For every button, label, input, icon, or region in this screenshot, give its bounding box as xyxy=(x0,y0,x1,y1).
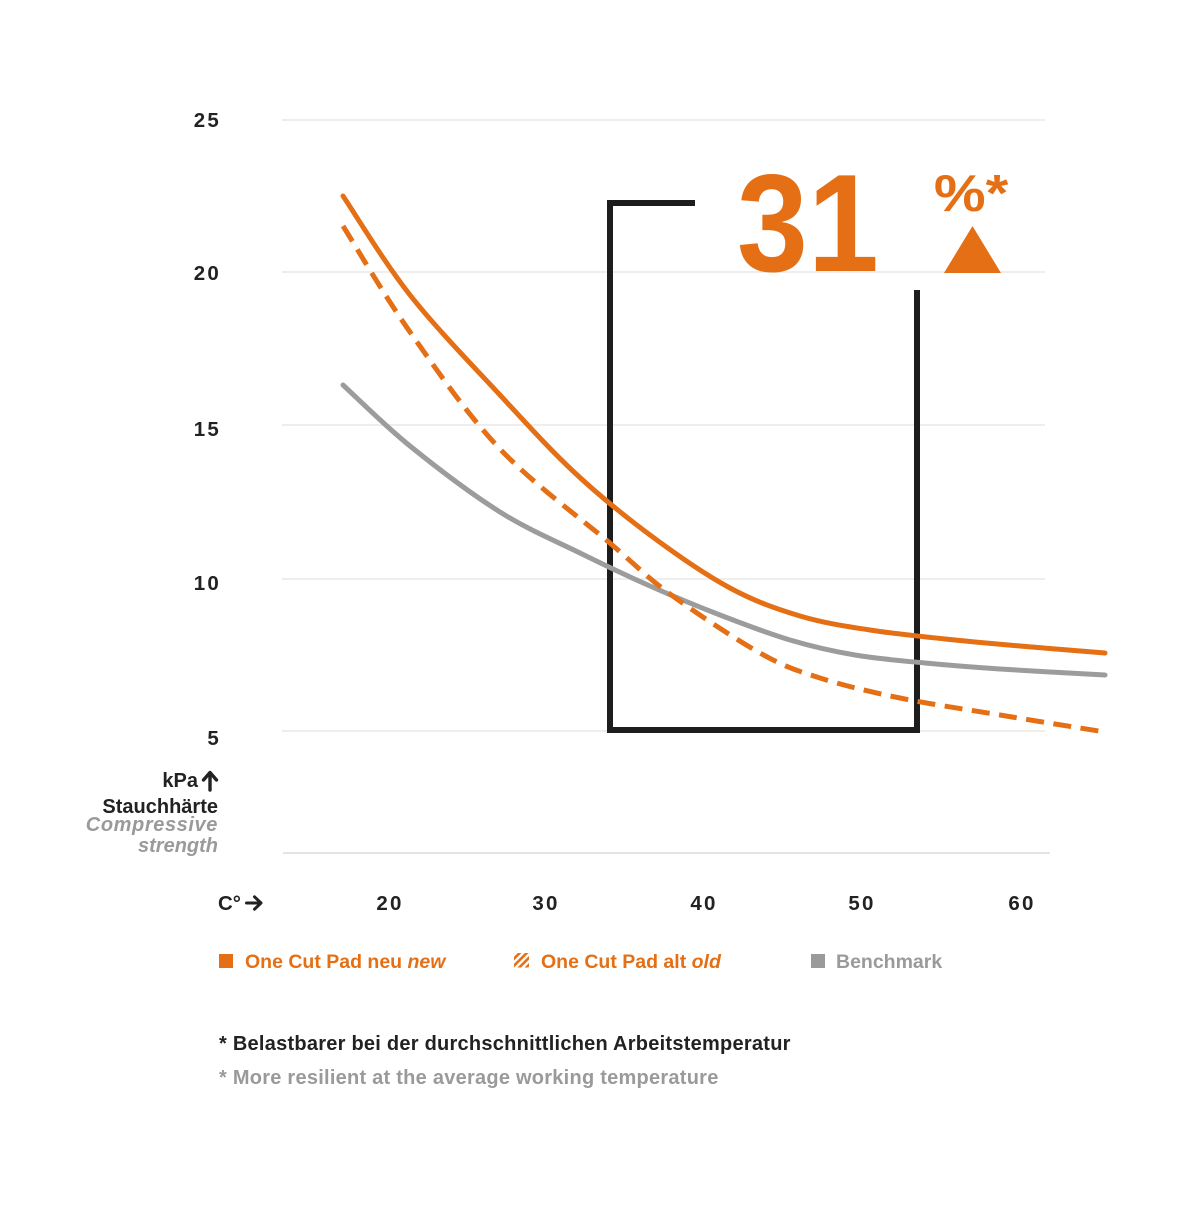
svg-text:One Cut Pad neu new: One Cut Pad neu new xyxy=(245,951,447,973)
svg-text:C°: C° xyxy=(218,892,241,915)
svg-text:* Belastbarer bei der durchsch: * Belastbarer bei der durchschnittlichen… xyxy=(219,1033,791,1055)
svg-text:Compressive: Compressive xyxy=(86,814,218,836)
svg-text:One Cut Pad alt old: One Cut Pad alt old xyxy=(541,951,722,973)
svg-text:20: 20 xyxy=(376,892,403,915)
svg-text:25: 25 xyxy=(194,109,221,132)
svg-text:Benchmark: Benchmark xyxy=(836,951,942,973)
svg-text:%*: %* xyxy=(934,164,1009,222)
svg-text:30: 30 xyxy=(532,892,559,915)
svg-text:10: 10 xyxy=(194,572,221,595)
svg-text:40: 40 xyxy=(690,892,717,915)
svg-text:strength: strength xyxy=(138,835,218,857)
svg-text:50: 50 xyxy=(848,892,875,915)
svg-text:60: 60 xyxy=(1008,892,1035,915)
svg-text:kPa: kPa xyxy=(162,770,198,792)
svg-text:* More resilient at the averag: * More resilient at the average working … xyxy=(219,1067,719,1089)
svg-text:20: 20 xyxy=(194,262,221,285)
svg-text:31: 31 xyxy=(737,146,879,301)
svg-text:5: 5 xyxy=(207,727,221,750)
svg-text:15: 15 xyxy=(194,418,221,441)
svg-text:Stauchhärte: Stauchhärte xyxy=(102,796,218,818)
